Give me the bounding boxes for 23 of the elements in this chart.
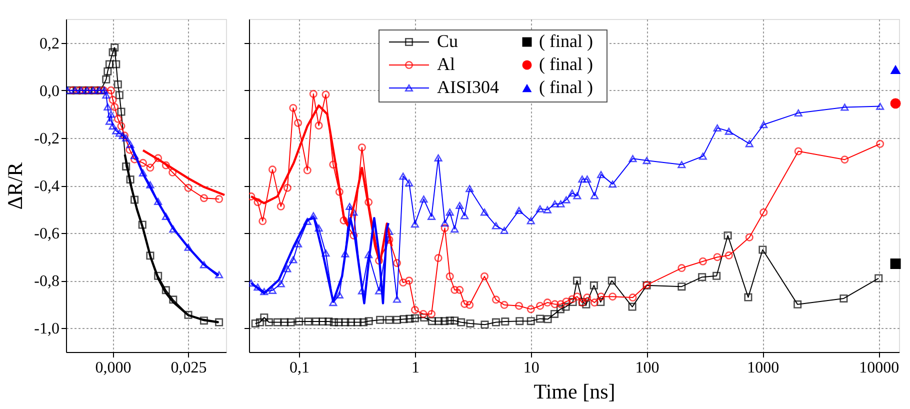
- x-tick-label: 1: [411, 360, 420, 376]
- y-tick-label: -0,2: [34, 130, 60, 148]
- y-axis-title: ΔR/R: [3, 162, 28, 210]
- legend-label: Al: [437, 54, 455, 74]
- y-tick-label: 0,0: [40, 82, 60, 100]
- x-tick-label: 10000: [859, 360, 900, 376]
- x-tick-label: 1000: [747, 360, 780, 376]
- y-tick-label: -0,6: [34, 226, 60, 243]
- y-tick-label: -1,0: [34, 320, 60, 338]
- x-tick-label: 10: [523, 360, 540, 376]
- y-tick-label: -0,4: [34, 178, 60, 195]
- legend-label: Cu: [437, 31, 458, 51]
- legend-label: ( final ): [539, 54, 593, 74]
- legend-label: ( final ): [539, 31, 593, 51]
- x-axis-title: Time [ns]: [534, 380, 616, 404]
- x-tick-label: 0,1: [290, 360, 310, 376]
- legend-label: ( final ): [539, 77, 593, 97]
- y-tick-label: -0,8: [34, 273, 60, 290]
- y-tick-label: 0,2: [40, 35, 60, 52]
- x-tick-label: 0,000: [95, 360, 132, 376]
- x-tick-label: 0,025: [170, 360, 207, 376]
- x-tick-label: 100: [635, 360, 660, 376]
- legend-label: AISI304: [437, 77, 499, 97]
